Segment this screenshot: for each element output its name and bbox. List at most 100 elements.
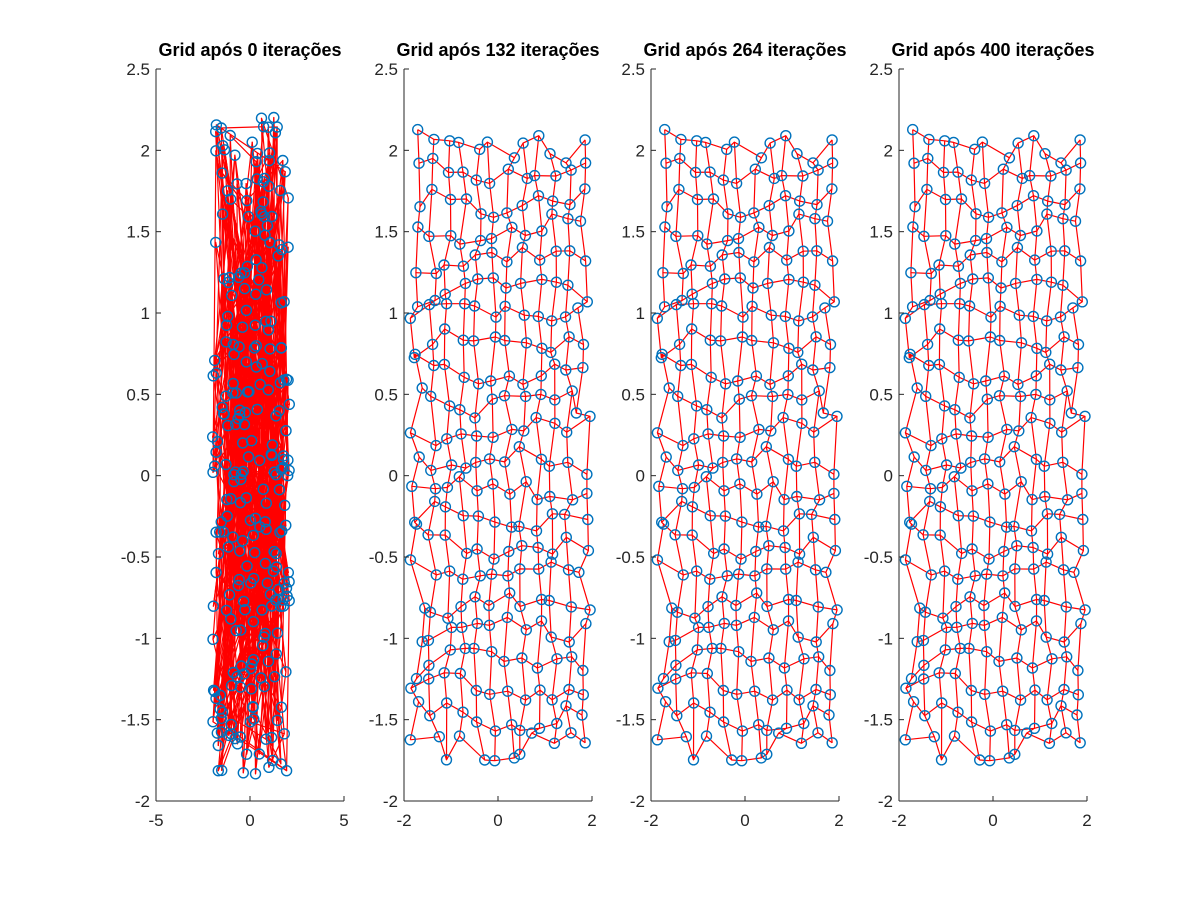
grid-point (656, 516, 668, 528)
grid-point (661, 200, 673, 213)
grid-point (215, 122, 228, 134)
grid-point (457, 166, 469, 178)
grid-point (827, 617, 839, 630)
grid-point (241, 560, 253, 572)
grid-point (1027, 310, 1040, 323)
grid-point (499, 456, 511, 468)
grid-point (1026, 493, 1038, 506)
grid-point (996, 207, 1008, 219)
grid-row-line (419, 188, 586, 218)
grid-point (516, 540, 528, 552)
grid-row-line (913, 701, 1078, 732)
grid-point (969, 234, 982, 247)
grid-point (262, 655, 275, 668)
grid-point (532, 541, 544, 554)
grid-point (520, 476, 532, 488)
grid-col-line (1026, 135, 1038, 734)
grid-point (212, 739, 225, 752)
grid-point (908, 451, 920, 463)
grid-point (410, 267, 422, 279)
grid-point (1044, 417, 1056, 429)
grid-point (438, 358, 451, 371)
grid-point (223, 271, 236, 284)
grid-point (763, 241, 776, 254)
grid-point (481, 136, 494, 148)
grid-point (817, 407, 829, 419)
grid-point (1013, 309, 1025, 321)
grid-point (996, 611, 1008, 624)
grid-point (502, 570, 514, 582)
grid-point (701, 667, 713, 680)
y-tick-label: 2 (141, 141, 150, 160)
grid-point (966, 617, 978, 630)
grid-col-line (1070, 139, 1086, 743)
y-tick-label: -1 (383, 629, 398, 648)
y-tick-label: 0 (636, 467, 645, 486)
grid-point (412, 123, 424, 136)
grid-point (937, 166, 950, 179)
grid-point (733, 646, 745, 658)
grid-point (1069, 215, 1082, 227)
grid-point (797, 276, 810, 288)
grid-point (456, 621, 468, 633)
grid-point (1001, 221, 1013, 234)
grid-point (826, 183, 838, 195)
grid-point (829, 513, 841, 526)
grid-point (750, 370, 763, 382)
grid-point (966, 485, 978, 497)
grid-point (444, 193, 457, 206)
grid-point (952, 706, 964, 718)
grid-point (688, 481, 701, 494)
grid-point (732, 568, 745, 580)
grid-point (824, 664, 836, 677)
grid-point (566, 494, 579, 506)
grid-point (207, 466, 219, 478)
grid-point (1014, 390, 1027, 403)
grid-point (791, 490, 803, 503)
y-tick-label: 1 (884, 304, 893, 323)
grid-point (256, 357, 268, 370)
grid-point (722, 208, 734, 220)
grid-point (812, 601, 824, 613)
grid-point (1015, 337, 1028, 349)
grid-point (215, 516, 227, 528)
grid-point (911, 382, 923, 394)
grid-col-line (967, 149, 981, 761)
grid-point (280, 425, 292, 437)
grid-point (753, 221, 765, 234)
grid-point (244, 716, 257, 728)
grid-point (579, 134, 591, 146)
grid-point (651, 734, 663, 746)
grid-point (404, 427, 417, 439)
grid-point (965, 430, 978, 442)
grid-col-line (981, 142, 992, 761)
grid-point (1054, 311, 1067, 323)
grid-point (560, 700, 572, 712)
grid-row-line (664, 277, 835, 308)
grid-point (229, 149, 241, 161)
grid-point (1008, 520, 1020, 532)
grid-row-line (905, 559, 1075, 580)
grid-point (275, 758, 287, 770)
grid-point (411, 301, 424, 313)
grid-point (826, 255, 839, 267)
grid-point (952, 166, 964, 178)
grid-point (940, 229, 952, 242)
grid-point (250, 288, 262, 300)
grid-point (445, 459, 458, 471)
grid-point (216, 706, 229, 718)
grid-point (457, 510, 469, 522)
grid-point (691, 193, 704, 206)
grid-point (732, 375, 744, 387)
grid-point (283, 464, 295, 477)
grid-point (581, 487, 593, 500)
grid-row-line (417, 129, 586, 164)
grid-point (717, 456, 729, 469)
grid-point (549, 394, 561, 406)
grid-point (233, 409, 246, 421)
grid-point (549, 358, 561, 370)
grid-point (1059, 198, 1071, 211)
grid-point (227, 666, 240, 679)
grid-point (487, 211, 500, 224)
subplot-title: Grid após 264 iterações (643, 40, 846, 60)
